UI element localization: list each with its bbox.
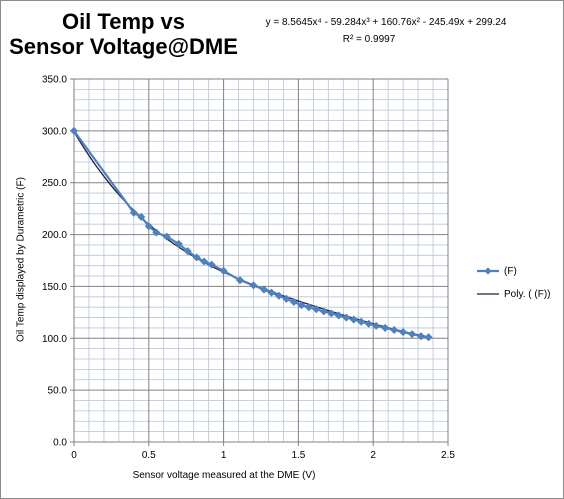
- trendline-equation: y = 8.5645x⁴ - 59.284x³ + 160.76x² - 245…: [265, 17, 507, 28]
- data-point-marker: [200, 257, 209, 266]
- data-point-marker: [162, 232, 171, 241]
- data-point-marker: [282, 294, 291, 303]
- data-point-marker: [69, 126, 79, 135]
- series-group: [69, 126, 433, 342]
- data-point-marker: [137, 212, 146, 221]
- data-point-marker: [342, 313, 351, 322]
- y-tick-label: 0.0: [53, 438, 67, 449]
- plot-area: [74, 79, 448, 442]
- data-point-marker: [424, 333, 433, 342]
- y-tick-label: 50.0: [48, 386, 68, 397]
- x-tick-label: 2: [370, 450, 376, 461]
- x-tick-label: 0: [71, 450, 77, 461]
- data-point-marker: [319, 307, 328, 316]
- axes: [70, 78, 449, 446]
- legend: [477, 267, 499, 295]
- y-tick-label: 150.0: [42, 282, 67, 293]
- data-point-marker: [390, 325, 399, 335]
- data-point-marker: [267, 288, 276, 297]
- data-point-marker: [152, 228, 161, 237]
- tick-labels: 0 0.5 1 1.5 2 2.5 0.0 50.0 100.0 150.0 200.0 250.0 3…: [42, 75, 455, 462]
- data-point-marker: [381, 323, 390, 332]
- data-point-marker: [219, 266, 228, 275]
- data-point-marker: [327, 309, 336, 318]
- data-point-marker: [334, 311, 343, 320]
- data-point-marker: [129, 208, 138, 217]
- data-point-marker: [408, 330, 417, 339]
- data-point-marker: [304, 303, 313, 312]
- trendline-r-squared: R² = 0.9997: [342, 34, 396, 45]
- y-tick-label: 350.0: [42, 75, 67, 86]
- x-tick-label: 0.5: [142, 450, 156, 461]
- data-point-marker: [174, 239, 183, 248]
- data-point-marker: [349, 315, 358, 324]
- data-point-marker: [399, 328, 408, 337]
- legend-label-trendline: Poly. ( (F)): [504, 289, 551, 300]
- x-tick-label: 1: [221, 450, 227, 461]
- data-point-marker: [144, 222, 153, 231]
- chart-title-line-1: Oil Temp vs: [61, 9, 186, 34]
- x-axis-label: Sensor voltage measured at the DME (V): [132, 470, 316, 481]
- data-point-marker: [312, 305, 321, 314]
- data-point-marker: [297, 301, 306, 310]
- legend-series-marker: [484, 267, 492, 275]
- x-tick-label: 1.5: [291, 450, 305, 461]
- y-axis-label: Oil Temp displayed by Durametric (F): [15, 177, 27, 342]
- legend-label-series: (F): [504, 266, 517, 277]
- data-point-marker: [417, 332, 426, 341]
- data-point-marker: [259, 285, 269, 294]
- data-point-marker: [192, 253, 201, 262]
- data-point-marker: [289, 297, 298, 307]
- data-point-marker: [372, 321, 381, 330]
- data-point-marker: [357, 317, 366, 326]
- data-point-marker: [236, 276, 245, 285]
- data-point-marker: [183, 247, 192, 256]
- x-tick-label: 2.5: [441, 450, 455, 461]
- y-tick-label: 250.0: [42, 178, 67, 189]
- data-point-marker: [207, 260, 216, 269]
- chart-title-line-2: Sensor Voltage@DME: [9, 34, 238, 59]
- data-point-marker: [274, 291, 283, 300]
- data-point-marker: [364, 319, 373, 328]
- y-tick-label: 300.0: [42, 126, 67, 137]
- data-point-marker: [249, 281, 258, 290]
- y-tick-label: 100.0: [42, 334, 67, 345]
- minor-gridlines: [74, 79, 448, 442]
- y-tick-label: 200.0: [42, 230, 67, 241]
